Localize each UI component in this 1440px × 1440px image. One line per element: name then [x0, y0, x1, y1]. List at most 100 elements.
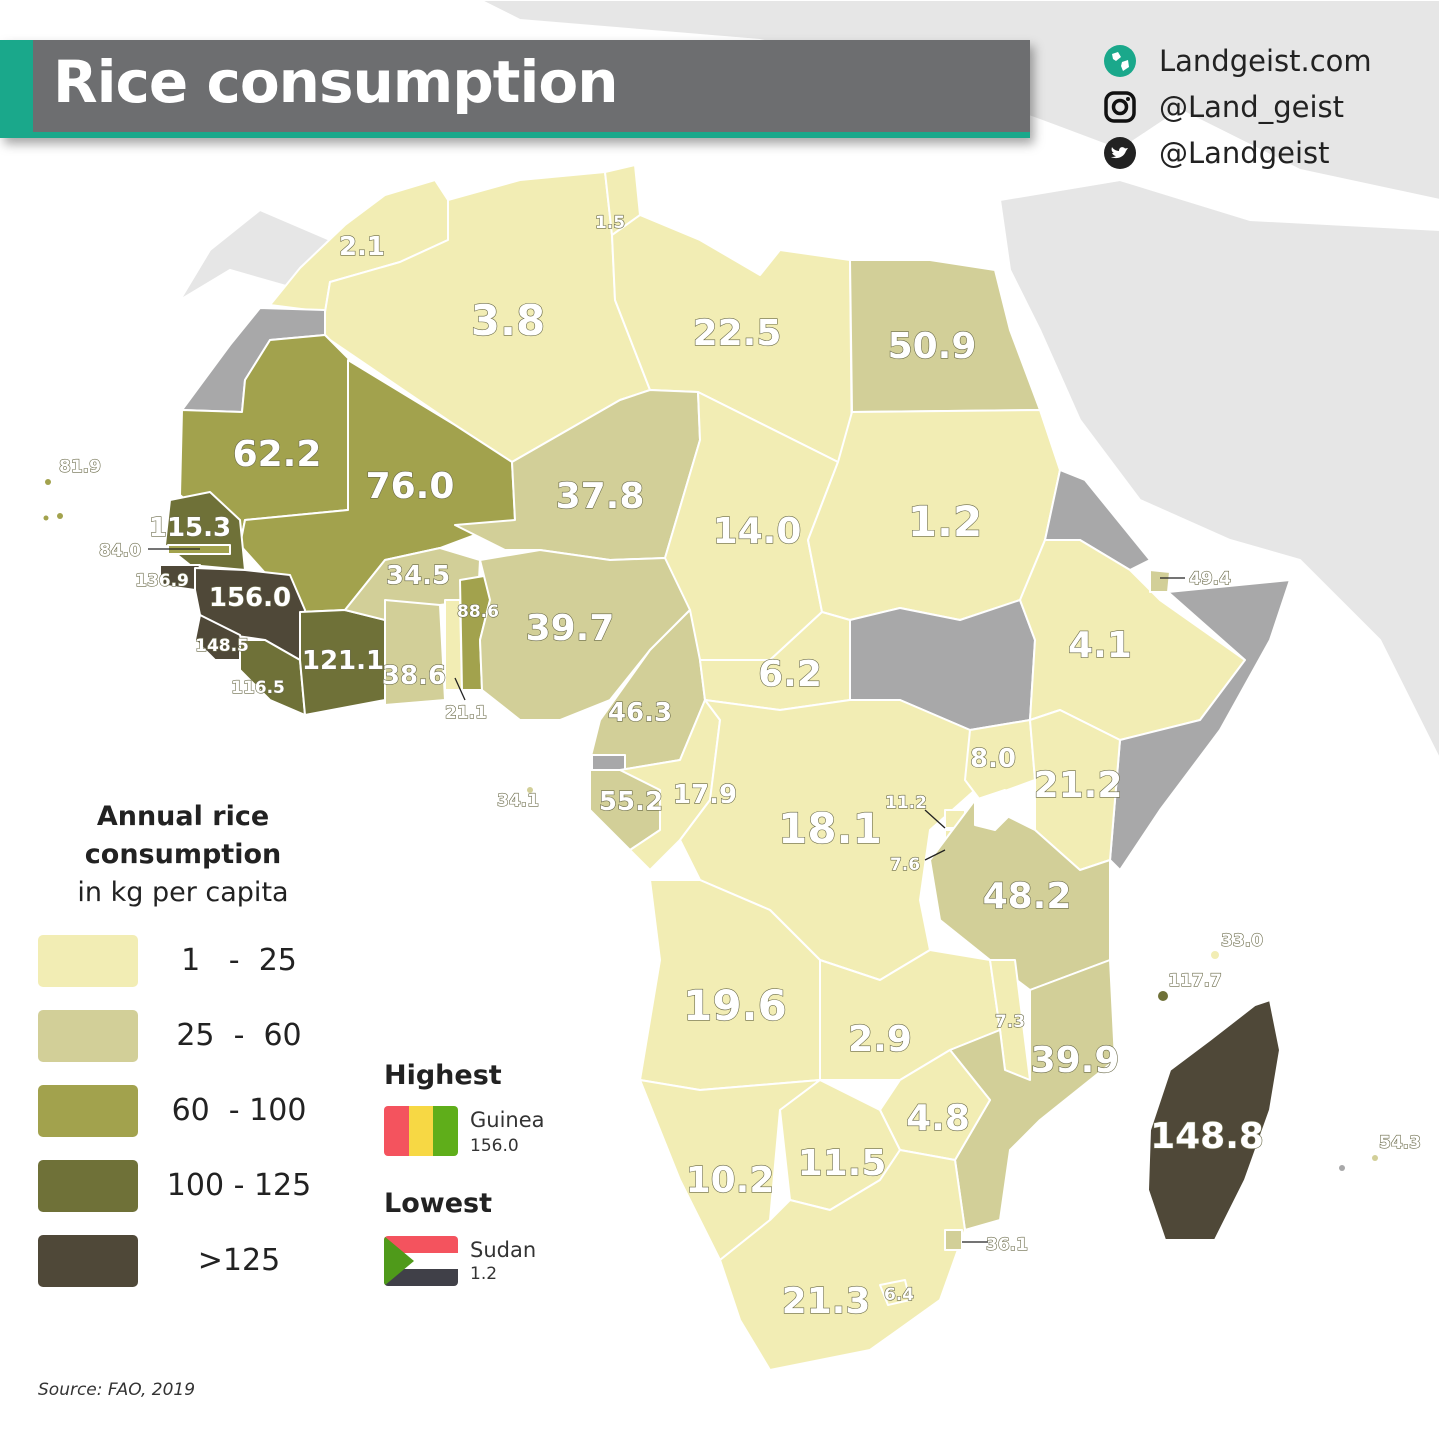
label-burkina-faso: 34.5 — [386, 561, 450, 591]
legend-range: 60 - 100 — [171, 1093, 307, 1128]
lowest-heading: Lowest — [384, 1188, 492, 1219]
label-dr-congo: 18.1 — [778, 804, 882, 853]
website-link[interactable]: Landgeist.com — [1103, 38, 1372, 84]
label-south-africa: 21.3 — [782, 1281, 871, 1322]
label-burundi: 7.6 — [890, 855, 920, 875]
label-nigeria: 39.7 — [526, 608, 615, 649]
island-cape-verde — [45, 479, 51, 485]
label-djibouti: 49.4 — [1189, 569, 1231, 589]
highest-box: Highest Guinea 156.0 — [384, 1060, 545, 1156]
legend-class-4: 100 - 125 — [38, 1160, 328, 1212]
label-zimbabwe: 4.8 — [906, 1098, 970, 1139]
leader-lines — [148, 548, 1185, 1243]
twitter-link[interactable]: @Landgeist — [1103, 130, 1372, 176]
label-libya: 22.5 — [693, 313, 782, 354]
legend-swatch — [38, 1160, 138, 1212]
sudan-flag-icon — [384, 1236, 458, 1286]
label-sao-tome: 34.1 — [497, 791, 539, 811]
lowest-box: Lowest Sudan 1.2 — [384, 1188, 536, 1286]
label-gambia: 84.0 — [99, 541, 141, 561]
guinea-flag-icon — [384, 1106, 458, 1156]
label-benin: 88.6 — [457, 602, 499, 622]
label-sierra-leone: 148.5 — [195, 636, 249, 656]
legend-range: 100 - 125 — [166, 1168, 312, 1203]
legend-range: 25 - 60 — [176, 1018, 302, 1053]
label-lesotho: 6.4 — [884, 1285, 914, 1305]
legend-swatch — [38, 1085, 138, 1137]
label-madagascar: 148.8 — [1150, 1116, 1264, 1157]
label-niger: 37.8 — [556, 476, 645, 517]
label-comoros: 117.7 — [1168, 971, 1222, 991]
country-nigeria — [479, 549, 691, 721]
country-djibouti — [1149, 569, 1171, 593]
highest-country: Guinea — [470, 1108, 545, 1132]
label-tunisia: 1.5 — [595, 213, 625, 233]
label-cape-verde: 81.9 — [59, 457, 101, 477]
island-comoros — [1158, 991, 1168, 1001]
label-guinea-bissau: 136.9 — [135, 571, 189, 591]
title-bar: Rice consumption — [0, 40, 1030, 138]
label-mauritius: 54.3 — [1379, 1133, 1421, 1153]
islands — [43, 479, 1378, 1171]
instagram-icon — [1104, 91, 1136, 123]
country-south-africa — [719, 1149, 966, 1371]
label-mauritania: 62.2 — [233, 434, 322, 475]
countries — [159, 164, 1291, 1371]
title-underline — [33, 132, 1030, 138]
country-ghana — [384, 599, 446, 706]
legend-swatch — [38, 1010, 138, 1062]
country-lesotho — [879, 1279, 911, 1306]
label-malawi: 7.3 — [995, 1012, 1025, 1032]
label-congo: 17.9 — [673, 780, 737, 810]
label-liberia: 116.5 — [231, 678, 285, 698]
label-kenya: 21.2 — [1034, 765, 1123, 806]
label-algeria: 3.8 — [471, 296, 545, 345]
label-cote-divoire: 121.1 — [302, 646, 384, 676]
legend-range: 1 - 25 — [181, 943, 297, 978]
highest-heading: Highest — [384, 1060, 502, 1091]
island-reunion — [1339, 1165, 1345, 1171]
legend-class-3: 60 - 100 — [38, 1085, 328, 1137]
page-title: Rice consumption — [53, 48, 618, 116]
label-seychelles: 33.0 — [1221, 931, 1263, 951]
label-tanzania: 48.2 — [983, 876, 1072, 917]
legend-class-1: 1 - 25 — [38, 935, 328, 987]
legend-range: >125 — [197, 1243, 281, 1278]
website-text: Landgeist.com — [1159, 44, 1372, 78]
twitter-icon — [1104, 137, 1136, 169]
legend-subtitle: in kg per capita — [77, 877, 289, 908]
lowest-country: Sudan — [470, 1238, 537, 1262]
country-sierra-leone — [194, 614, 246, 661]
legend-title-line2: consumption — [84, 839, 282, 870]
lake-victoria — [974, 789, 1016, 831]
legend: Annual rice consumption in kg per capita — [38, 798, 328, 912]
label-guinea: 156.0 — [209, 583, 291, 613]
label-mozambique: 39.9 — [1031, 1040, 1120, 1081]
legend-class-5: >125 — [38, 1235, 328, 1287]
label-ghana: 38.6 — [382, 661, 446, 691]
instagram-link[interactable]: @Land_geist — [1103, 84, 1372, 130]
country-equatorial-guinea — [591, 754, 626, 771]
country-namibia — [639, 1079, 821, 1261]
title-accent — [0, 40, 33, 138]
label-egypt: 50.9 — [888, 326, 977, 367]
island-seychelles — [1211, 951, 1219, 959]
label-cameroon: 46.3 — [608, 698, 672, 728]
label-gabon: 55.2 — [599, 787, 663, 817]
source-note: Source: FAO, 2019 — [38, 1380, 196, 1400]
globe-icon — [1104, 45, 1136, 77]
label-car: 6.2 — [758, 654, 822, 695]
label-senegal: 115.3 — [149, 513, 231, 543]
label-ethiopia: 4.1 — [1068, 625, 1132, 666]
value-labels: 2.1 1.5 3.8 22.5 50.9 62.2 76.0 37.8 14.… — [58, 212, 1421, 1322]
legend-title-line1: Annual rice — [96, 801, 270, 832]
island-mauritius — [1372, 1155, 1378, 1161]
country-uganda — [964, 719, 1036, 801]
country-madagascar — [1147, 999, 1281, 1241]
island-sao-tome — [527, 787, 533, 793]
highest-value: 156.0 — [470, 1136, 519, 1156]
twitter-text: @Landgeist — [1159, 136, 1330, 170]
country-somalia — [1109, 579, 1291, 871]
legend-swatch — [38, 1235, 138, 1287]
